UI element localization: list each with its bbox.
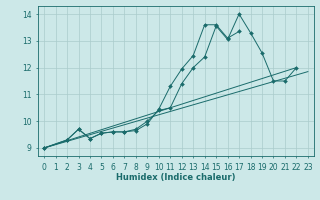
X-axis label: Humidex (Indice chaleur): Humidex (Indice chaleur) (116, 173, 236, 182)
